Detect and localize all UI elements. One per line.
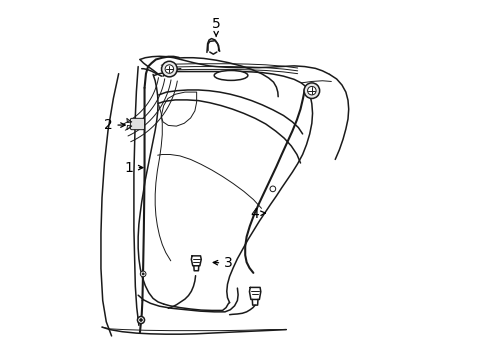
Circle shape (269, 186, 275, 192)
Ellipse shape (214, 71, 247, 80)
FancyBboxPatch shape (130, 118, 144, 130)
Text: 3: 3 (213, 256, 232, 270)
Circle shape (137, 316, 144, 324)
Circle shape (161, 61, 177, 77)
Text: 2: 2 (103, 118, 125, 132)
Circle shape (140, 271, 145, 277)
Text: 1: 1 (124, 161, 142, 175)
Circle shape (304, 83, 319, 99)
Circle shape (165, 65, 173, 73)
Text: 4: 4 (250, 207, 265, 221)
Text: 5: 5 (211, 17, 220, 37)
Circle shape (139, 319, 142, 321)
Circle shape (142, 273, 144, 275)
Circle shape (307, 86, 315, 95)
